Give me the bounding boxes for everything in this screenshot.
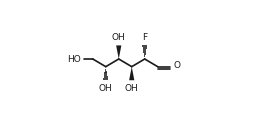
Text: O: O: [173, 61, 180, 70]
Polygon shape: [129, 67, 134, 80]
Text: OH: OH: [99, 84, 113, 93]
Text: F: F: [142, 33, 147, 42]
Text: HO: HO: [67, 55, 81, 63]
Text: OH: OH: [112, 33, 126, 42]
Polygon shape: [116, 45, 121, 59]
Text: OH: OH: [125, 84, 139, 93]
